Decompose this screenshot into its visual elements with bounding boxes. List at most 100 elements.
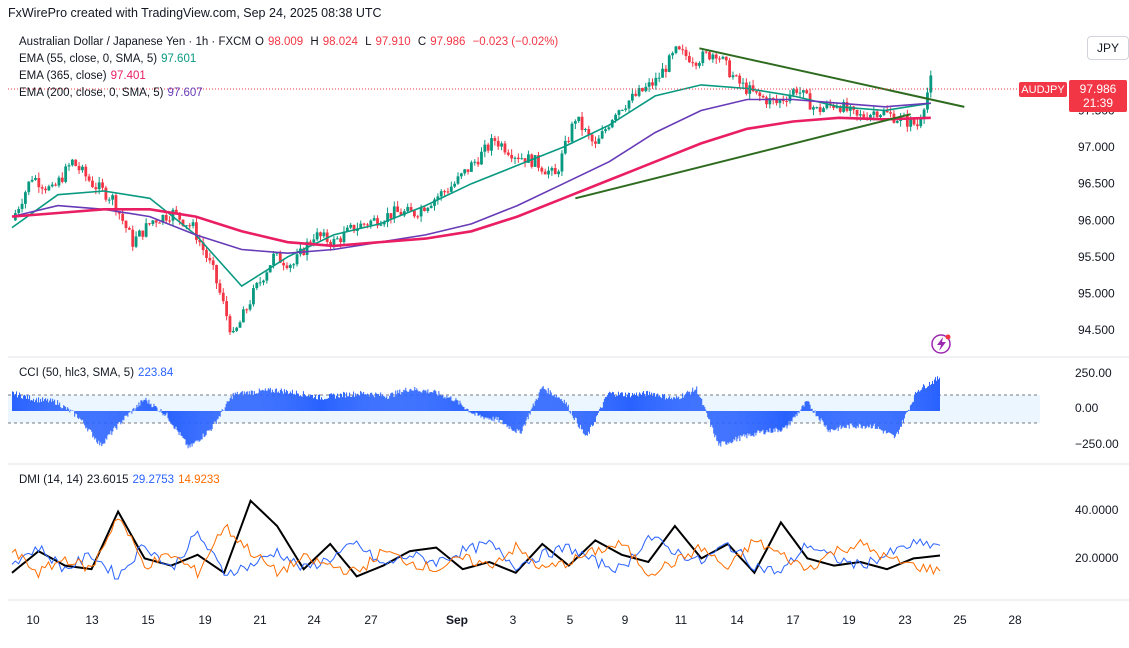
cci-bar — [316, 399, 317, 411]
currency-selector[interactable]: JPY — [1087, 36, 1129, 60]
cci-bar — [162, 411, 163, 415]
cci-bar — [141, 400, 142, 411]
cci-bar — [230, 398, 231, 411]
cci-bar — [603, 402, 604, 411]
cci-bar — [317, 399, 318, 411]
cci-bar — [177, 411, 178, 430]
cci-bar — [766, 411, 767, 430]
candle-body — [121, 214, 124, 221]
cci-bar — [298, 394, 299, 411]
candle-body — [363, 224, 366, 225]
cci-bar — [120, 411, 121, 424]
cci-bar — [193, 411, 194, 443]
cci-bar — [566, 402, 567, 411]
cci-bar — [464, 410, 465, 411]
candle-body — [188, 225, 191, 226]
cci-bar — [688, 392, 689, 411]
cci-bar — [635, 395, 636, 411]
cci-bar — [712, 411, 713, 428]
cci-bar — [451, 401, 452, 411]
cci-bar — [332, 395, 333, 411]
cci-bar — [401, 392, 402, 411]
cci-bar — [133, 408, 134, 411]
cci-bar — [147, 404, 148, 411]
cci-bar — [618, 392, 619, 411]
ema365-value: 97.401 — [111, 70, 146, 82]
cci-bar — [50, 398, 51, 411]
cci-bar — [735, 411, 736, 437]
cci-bar — [272, 390, 273, 411]
cci-bar — [667, 399, 668, 411]
candle-body — [41, 187, 44, 189]
cci-bar — [276, 388, 277, 411]
cci-bar — [644, 394, 645, 411]
cci-bar — [195, 411, 196, 442]
cci-bar — [280, 390, 281, 411]
cci-bar — [752, 411, 753, 436]
candle-body — [74, 160, 77, 166]
candle-body — [628, 101, 631, 109]
cci-bar — [254, 391, 255, 411]
cci-bar — [611, 393, 612, 411]
cci-bar — [136, 405, 137, 411]
cci-bar — [339, 398, 340, 411]
cci-bar — [239, 394, 240, 411]
ema200-legend: EMA (200, close, 0, SMA, 5)97.607 — [19, 87, 207, 99]
cci-bar — [223, 410, 224, 411]
time-axis-tick: 3 — [510, 613, 517, 627]
cci-bar — [786, 411, 787, 425]
cci-bar — [160, 409, 161, 411]
cci-bar — [257, 394, 258, 411]
candle-body — [862, 114, 865, 117]
cci-bar — [255, 394, 256, 411]
cci-bar — [425, 390, 426, 411]
cci-bar — [153, 404, 154, 411]
cci-bar — [674, 397, 675, 411]
cci-bar — [237, 392, 238, 411]
cci-bar — [253, 395, 254, 411]
cci-bar — [793, 411, 794, 418]
cci-bar — [901, 411, 902, 427]
cci-bar — [15, 394, 16, 411]
candle-body — [805, 90, 808, 93]
cci-bar — [184, 411, 185, 439]
cci-bar — [271, 392, 272, 411]
cci-bar — [697, 394, 698, 411]
ema55-legend: EMA (55, close, 0, SMA, 5)97.601 — [19, 53, 200, 65]
ema365-line — [12, 118, 931, 246]
cci-bar — [187, 411, 188, 444]
cci-bar — [65, 407, 66, 411]
cci-bar — [370, 393, 371, 411]
cci-bar — [733, 411, 734, 439]
cci-bar — [676, 396, 677, 411]
cci-bar — [753, 411, 754, 437]
cci-bar — [12, 391, 13, 411]
cci-bar — [173, 411, 174, 425]
cci-bar — [678, 397, 679, 411]
candle-body — [601, 131, 604, 138]
cci-bar — [380, 392, 381, 411]
cci-bar — [151, 407, 152, 411]
cci-bar — [693, 392, 694, 411]
cci-bar — [701, 399, 702, 411]
candle-body — [249, 304, 252, 309]
cci-bar — [619, 395, 620, 411]
cci-bar — [203, 411, 204, 434]
cci-bar — [377, 394, 378, 411]
cci-bar — [816, 411, 817, 416]
cci-bar — [140, 400, 141, 411]
cci-bar — [788, 411, 789, 425]
cci-bar — [206, 411, 207, 435]
cci-bar — [405, 388, 406, 411]
high-value: 98.024 — [323, 36, 358, 48]
cci-bar — [711, 411, 712, 425]
cci-bar — [572, 411, 573, 416]
cci-bar — [56, 405, 57, 411]
lightning-icon[interactable] — [932, 335, 951, 354]
cci-bar — [565, 404, 566, 411]
cci-bar — [871, 411, 872, 428]
cci-bar — [143, 400, 144, 411]
cci-bar — [212, 411, 213, 429]
dmi-axis-tick: 40.0000 — [1075, 503, 1119, 517]
cci-bar — [853, 411, 854, 427]
